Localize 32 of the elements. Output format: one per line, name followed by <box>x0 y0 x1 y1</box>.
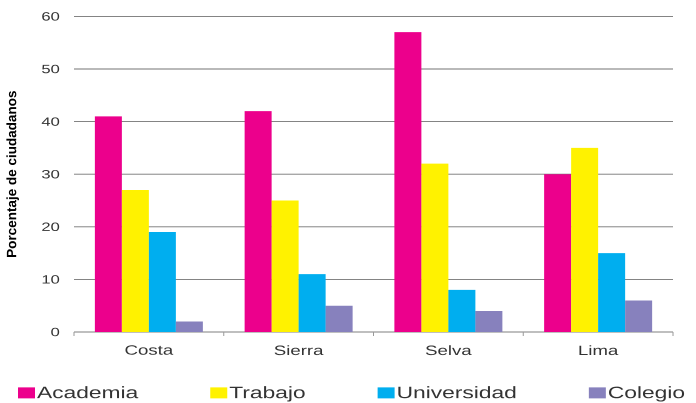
x-tick-label: Sierra <box>274 345 324 356</box>
bar <box>326 306 353 332</box>
bar <box>298 274 326 332</box>
bar <box>244 111 272 332</box>
y-tick-label: 50 <box>42 64 60 74</box>
legend-label: Trabajo <box>230 386 305 402</box>
y-axis-title: Porcentaje de ciudadanos <box>6 91 19 257</box>
legend-label: Universidad <box>398 386 516 398</box>
y-tick-label: 40 <box>42 117 60 126</box>
bar <box>148 232 176 332</box>
bar <box>421 164 448 332</box>
x-tick-label: Lima <box>579 345 618 356</box>
bar <box>272 200 299 332</box>
y-tick-label: 0 <box>51 328 60 336</box>
y-tick-label: 60 <box>42 12 60 21</box>
bar <box>598 253 626 332</box>
legend-label: Academia <box>37 386 138 398</box>
bar <box>176 321 203 332</box>
y-tick-label: 30 <box>42 170 60 178</box>
y-tick-label: 10 <box>42 275 60 284</box>
bar <box>448 290 476 332</box>
bar <box>475 310 502 332</box>
bar <box>94 116 122 332</box>
legend-label: Colegio <box>609 386 684 402</box>
x-tick-label: Selva <box>426 345 472 356</box>
x-tick-label: Costa <box>125 345 174 355</box>
bar <box>394 32 422 332</box>
y-tick-label: 20 <box>42 222 60 232</box>
bar <box>571 148 598 332</box>
bar <box>625 300 652 332</box>
bar <box>544 174 572 332</box>
bar <box>122 190 149 332</box>
